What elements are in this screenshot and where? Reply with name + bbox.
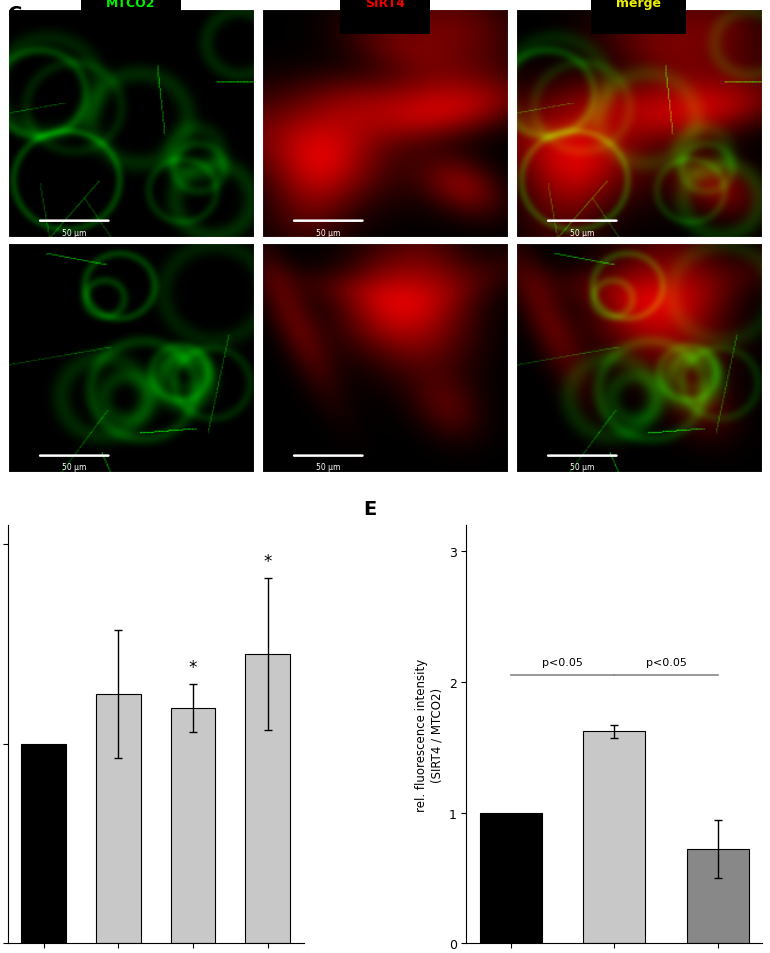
Bar (21, 744, 66, 943)
Text: SIRT4: SIRT4 (365, 0, 405, 10)
Text: 50 μm: 50 μm (316, 229, 340, 237)
Bar (171, 708, 216, 943)
Text: *: * (263, 553, 272, 571)
Bar (96, 695, 141, 943)
Bar (480, 813, 542, 943)
Text: E: E (363, 499, 376, 518)
Text: *: * (189, 659, 197, 677)
Y-axis label: rel. fluorescence intensity
(SIRT4 / MTCO2): rel. fluorescence intensity (SIRT4 / MTC… (415, 658, 443, 811)
Text: merge: merge (617, 0, 661, 10)
Text: p<0.05: p<0.05 (645, 658, 687, 667)
Text: 50 μm: 50 μm (570, 463, 594, 472)
Bar (246, 655, 290, 943)
Text: 50 μm: 50 μm (316, 463, 340, 472)
Bar (584, 732, 645, 943)
Text: MTCO2: MTCO2 (106, 0, 156, 10)
Text: p<0.05: p<0.05 (542, 658, 583, 667)
Text: C: C (8, 5, 22, 24)
Text: 50 μm: 50 μm (62, 229, 86, 237)
Bar (687, 849, 749, 943)
Text: 50 μm: 50 μm (62, 463, 86, 472)
Text: 50 μm: 50 μm (570, 229, 594, 237)
